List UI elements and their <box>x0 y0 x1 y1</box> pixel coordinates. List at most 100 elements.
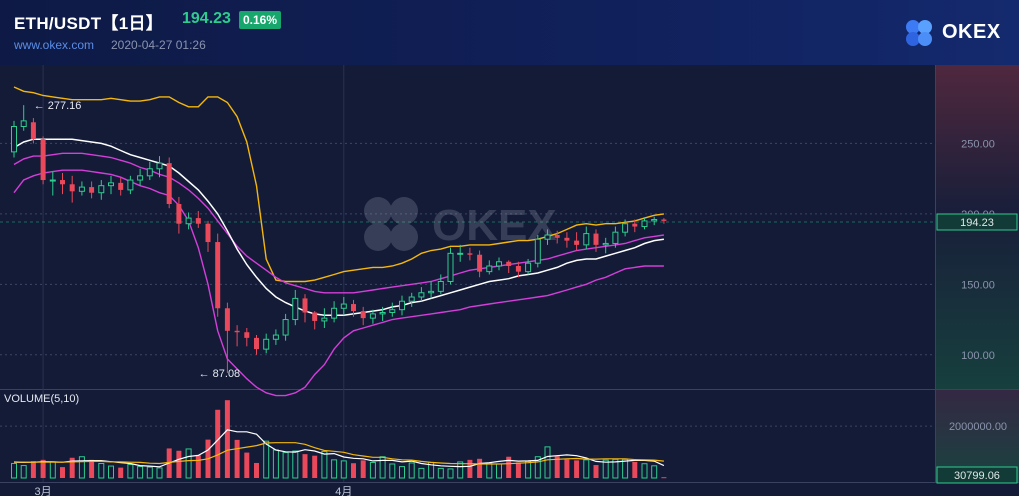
volume-bar-up <box>544 446 551 479</box>
price-tick-label: 250.00 <box>961 138 995 150</box>
candle-body-up <box>282 319 289 336</box>
volume-bar-up <box>272 449 279 479</box>
candle-body-up <box>78 186 85 192</box>
header-bar: ETH/USDT【1日】 194.23 0.16% www.okex.com 2… <box>0 0 1019 65</box>
volume-bar-down <box>254 462 259 478</box>
volume-bar-up <box>340 460 347 479</box>
candle-body-up <box>292 297 299 321</box>
volume-bar-up <box>583 459 590 479</box>
volume-bar-up <box>622 458 629 479</box>
candle-body-up <box>612 231 619 244</box>
volume-bar-down <box>632 461 638 478</box>
candle-body-down <box>632 223 638 227</box>
price-tick-label: 100.00 <box>961 350 995 362</box>
volume-bar-up <box>321 451 328 479</box>
candle-body-up <box>622 223 629 233</box>
volume-bar-up <box>437 467 444 479</box>
volume-bar-down <box>564 459 570 478</box>
last-price-label: 194.23 <box>960 217 994 229</box>
volume-bar-down <box>661 477 667 479</box>
candle-body-down <box>215 242 221 309</box>
volume-bar-up <box>447 468 454 479</box>
volume-bar-up <box>263 440 270 479</box>
candle-body-up <box>369 313 376 319</box>
volume-bar-up <box>11 462 17 479</box>
candle-body-down <box>244 332 250 338</box>
volume-bar-down <box>360 460 366 478</box>
candle-body-up <box>331 307 338 319</box>
candle-body-up <box>428 290 435 294</box>
candle-body-up <box>137 175 144 181</box>
volume-bar-up <box>108 465 114 479</box>
current-price: 194.23 <box>182 10 231 27</box>
volume-bar-up <box>399 466 405 479</box>
candle-body-up <box>389 309 396 314</box>
candle-body-down <box>564 237 570 241</box>
candle-body-up <box>11 126 17 153</box>
volume-bar-down <box>69 457 75 478</box>
candle-body-down <box>302 298 308 313</box>
grid-lines <box>0 65 935 482</box>
x-tick-label: 4月 <box>335 486 352 496</box>
candle-body-down <box>254 337 259 350</box>
candle-body-up <box>496 261 502 267</box>
volume-bar-down <box>593 465 599 478</box>
volume-bar-up <box>146 466 153 479</box>
volume-bar-down <box>244 452 250 478</box>
change-badge: 0.16% <box>239 11 282 29</box>
volume-bar-up <box>496 463 502 479</box>
volume-bar-down <box>234 439 240 478</box>
volume-bar-up <box>525 460 532 479</box>
candle-body-down <box>205 223 211 243</box>
extreme-price-label: ← 87.08 <box>199 368 241 380</box>
volume-ma10-line <box>13 442 664 465</box>
candle-body-down <box>467 253 473 255</box>
pair-title: ETH/USDT【1日】 <box>14 14 164 33</box>
bollinger-bands <box>13 86 665 397</box>
candle-body-up <box>583 233 590 246</box>
candle-body-up <box>272 334 279 340</box>
volume-bar-down <box>477 458 483 478</box>
volume-bar-down <box>89 459 95 478</box>
volume-bar-down <box>30 461 36 478</box>
candle-body-down <box>69 184 75 192</box>
last-volume-tag <box>936 466 1018 484</box>
candle-body-down <box>312 312 318 321</box>
candle-body-down <box>360 311 366 319</box>
volume-bar-up <box>641 463 648 479</box>
volume-bar-up <box>127 464 134 479</box>
volume-bar-up <box>418 467 425 479</box>
candle-body-up <box>447 252 454 282</box>
volume-bar-down <box>176 450 182 478</box>
volume-bar-up <box>602 459 609 479</box>
volume-bar-up <box>282 452 289 479</box>
volume-bar-up <box>98 462 105 479</box>
boll-band-upper-line <box>13 152 665 294</box>
volume-bar-up <box>78 456 85 479</box>
candle-body-up <box>20 120 27 128</box>
volume-bars <box>11 400 667 479</box>
volume-bar-up <box>331 459 338 479</box>
volume-bar-up <box>137 466 144 479</box>
candle-body-up <box>437 281 444 292</box>
candle-body-up <box>321 317 328 322</box>
volume-bar-down <box>312 455 318 478</box>
timestamp: 2020-04-27 01:26 <box>111 38 206 52</box>
boll-lower-line <box>13 169 664 397</box>
volume-bar-up <box>185 448 192 479</box>
candle-body-up <box>185 217 192 225</box>
candle-body-up <box>544 234 551 240</box>
candle-body-up <box>408 296 415 302</box>
okex-logo-icon <box>906 20 932 46</box>
candles <box>11 105 667 373</box>
volume-ma5-line <box>13 429 665 468</box>
boll-upper-line <box>13 86 665 283</box>
candle-body-up <box>651 219 658 222</box>
volume-bar-up <box>486 462 493 479</box>
candle-body-up <box>418 292 425 298</box>
volume-bar-down <box>351 463 356 478</box>
candle-body-up <box>534 238 541 264</box>
site-url: www.okex.com <box>14 38 95 52</box>
candle-body-up <box>486 265 493 273</box>
extreme-price-label: ← 277.16 <box>34 100 82 112</box>
